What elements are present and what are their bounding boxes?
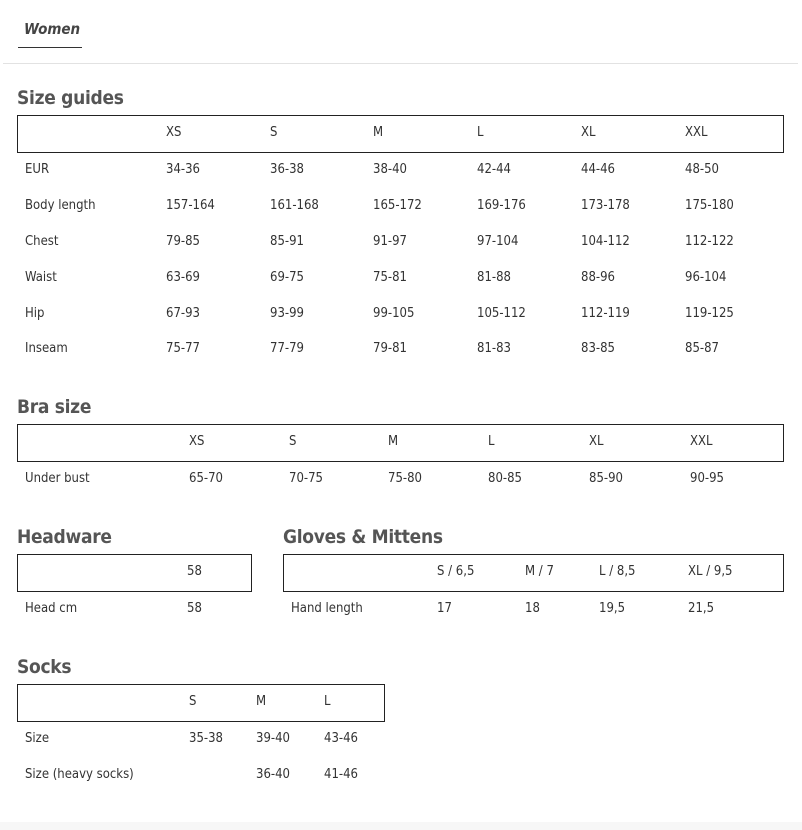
size-guides-cell: 83-85: [581, 341, 615, 356]
size-guides-cell: 75-81: [373, 270, 407, 285]
size-guides-cell: 48-50: [685, 162, 719, 177]
size-guides-header-row: [17, 115, 784, 153]
gloves-header-row: [283, 554, 784, 592]
size-guides-cell: 97-104: [477, 234, 519, 249]
size-guides-cell: 99-105: [373, 306, 415, 321]
size-guides-column-header: XL: [581, 125, 596, 140]
headware-header-row: [17, 554, 252, 592]
size-guides-cell: 63-69: [166, 270, 200, 285]
size-guides-row-label: EUR: [25, 162, 50, 177]
bra-size-cell: 70-75: [289, 471, 323, 486]
size-guides-cell: 161-168: [270, 198, 319, 213]
size-guides-cell: 165-172: [373, 198, 422, 213]
size-guides-column-header: L: [477, 125, 484, 140]
bra-size-column-header: L: [488, 434, 495, 449]
size-guides-cell: 69-75: [270, 270, 304, 285]
size-guides-cell: 79-85: [166, 234, 200, 249]
gloves-column-header: L / 8,5: [599, 564, 636, 579]
bra-size-cell: 80-85: [488, 471, 522, 486]
size-guides-column-header: XS: [166, 125, 182, 140]
socks-column-header: S: [189, 694, 197, 709]
headware-row-label: Head cm: [25, 601, 78, 616]
headware-title: Headware: [17, 526, 112, 548]
size-guides-cell: 75-77: [166, 341, 200, 356]
gloves-cell: 18: [525, 601, 540, 616]
socks-cell: 43-46: [324, 731, 358, 746]
gloves-cell: 17: [437, 601, 452, 616]
size-guides-column-header: XXL: [685, 125, 708, 140]
socks-cell: 41-46: [324, 767, 358, 782]
gloves-title: Gloves & Mittens: [283, 526, 443, 548]
socks-title: Socks: [17, 656, 72, 678]
socks-column-header: M: [256, 694, 267, 709]
size-guides-cell: 34-36: [166, 162, 200, 177]
size-guides-row-label: Hip: [25, 306, 45, 321]
bra-size-cell: 65-70: [189, 471, 223, 486]
gloves-cell: 21,5: [688, 601, 715, 616]
active-tab-indicator: [18, 47, 82, 48]
size-guides-row-label: Inseam: [25, 341, 68, 356]
size-guides-cell: 36-38: [270, 162, 304, 177]
size-guides-cell: 105-112: [477, 306, 526, 321]
size-guides-cell: 173-178: [581, 198, 630, 213]
size-guides-cell: 44-46: [581, 162, 615, 177]
gloves-row-label: Hand length: [291, 601, 363, 616]
size-guides-cell: 38-40: [373, 162, 407, 177]
size-guides-cell: 79-81: [373, 341, 407, 356]
gloves-column-header: M / 7: [525, 564, 554, 579]
size-guides-cell: 104-112: [581, 234, 630, 249]
headware-cell: 58: [187, 601, 202, 616]
size-guides-row-label: Waist: [25, 270, 57, 285]
socks-header-row: [17, 684, 385, 722]
size-guides-cell: 77-79: [270, 341, 304, 356]
bra-size-cell: 75-80: [388, 471, 422, 486]
bra-size-header-row: [17, 424, 784, 462]
bra-size-title: Bra size: [17, 396, 92, 418]
size-guides-cell: 175-180: [685, 198, 734, 213]
socks-row-label: Size (heavy socks): [25, 767, 134, 782]
size-guides-title: Size guides: [17, 87, 124, 109]
footer-band: [0, 822, 802, 830]
size-guides-cell: 119-125: [685, 306, 734, 321]
tab-women[interactable]: Women: [24, 20, 81, 38]
size-guides-cell: 85-91: [270, 234, 304, 249]
size-guides-column-header: M: [373, 125, 384, 140]
size-guides-cell: 93-99: [270, 306, 304, 321]
bra-size-column-header: XL: [589, 434, 604, 449]
gloves-column-header: XL / 9,5: [688, 564, 733, 579]
size-guides-cell: 112-122: [685, 234, 734, 249]
size-guides-cell: 81-83: [477, 341, 511, 356]
socks-cell: 39-40: [256, 731, 290, 746]
size-guides-row-label: Body length: [25, 198, 96, 213]
divider: [3, 63, 798, 64]
size-guides-cell: 112-119: [581, 306, 630, 321]
socks-cell: 36-40: [256, 767, 290, 782]
bra-size-row-label: Under bust: [25, 471, 90, 486]
bra-size-column-header: M: [388, 434, 399, 449]
size-guides-cell: 169-176: [477, 198, 526, 213]
socks-cell: 35-38: [189, 731, 223, 746]
bra-size-column-header: S: [289, 434, 297, 449]
size-guides-cell: 91-97: [373, 234, 407, 249]
socks-column-header: L: [324, 694, 331, 709]
size-guides-column-header: S: [270, 125, 278, 140]
size-guides-cell: 85-87: [685, 341, 719, 356]
size-guides-cell: 157-164: [166, 198, 215, 213]
bra-size-column-header: XXL: [690, 434, 713, 449]
socks-row-label: Size: [25, 731, 50, 746]
gloves-column-header: S / 6,5: [437, 564, 475, 579]
size-guides-cell: 88-96: [581, 270, 615, 285]
headware-column-header: 58: [187, 564, 202, 579]
bra-size-column-header: XS: [189, 434, 205, 449]
size-guides-cell: 67-93: [166, 306, 200, 321]
size-guides-cell: 81-88: [477, 270, 511, 285]
bra-size-cell: 90-95: [690, 471, 724, 486]
gloves-cell: 19,5: [599, 601, 626, 616]
bra-size-cell: 85-90: [589, 471, 623, 486]
size-guides-row-label: Chest: [25, 234, 59, 249]
size-guides-cell: 96-104: [685, 270, 727, 285]
size-guides-cell: 42-44: [477, 162, 511, 177]
